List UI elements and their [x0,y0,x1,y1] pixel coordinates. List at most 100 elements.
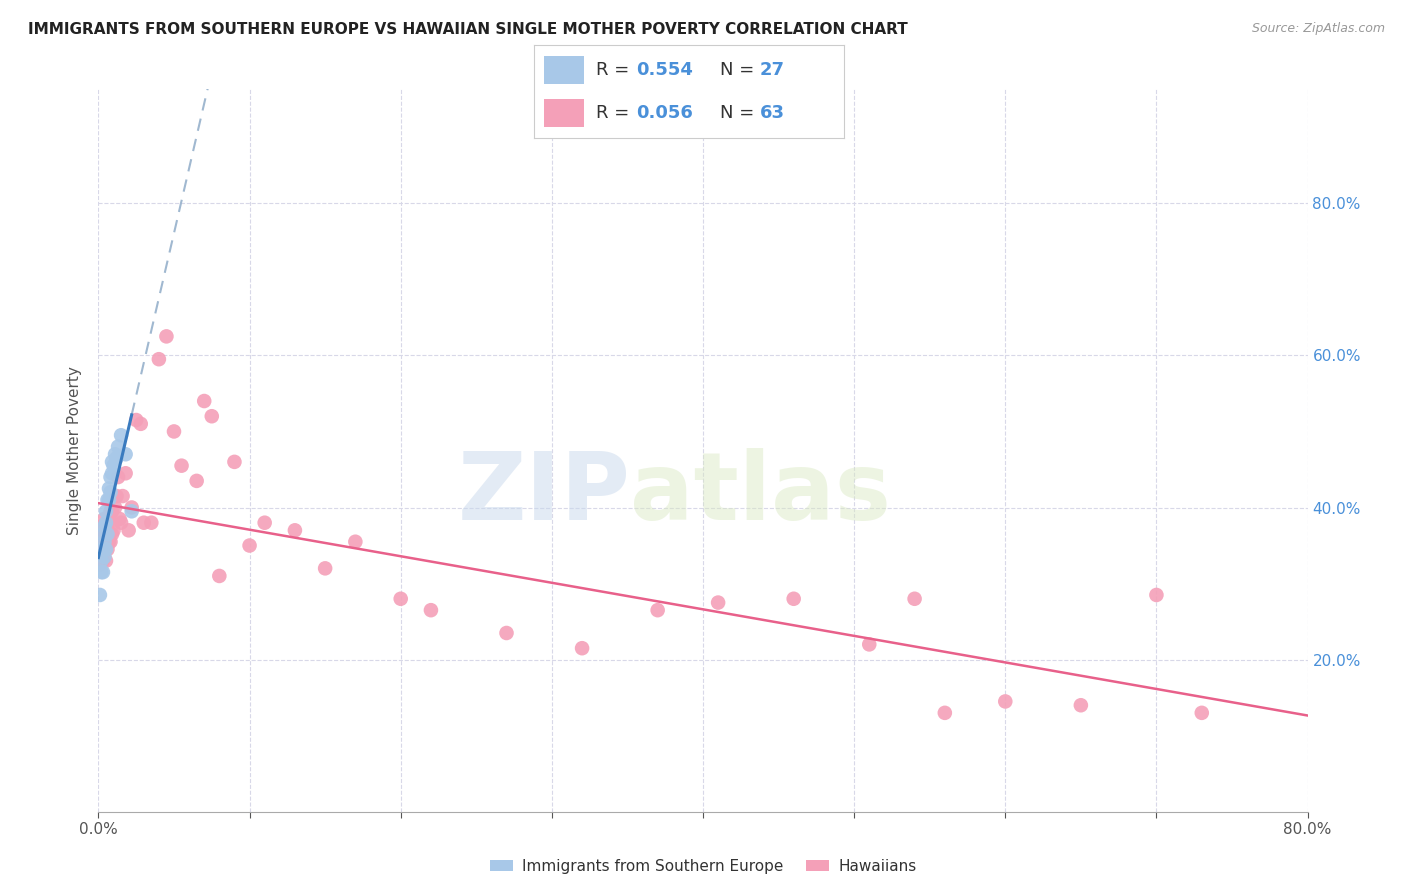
Point [103,524,125,538]
Point [100,485,122,500]
Point [90,565,112,579]
Point [1191,706,1213,720]
Point [89,542,111,557]
Point [647,603,669,617]
Point [314,561,336,575]
Text: 63: 63 [761,104,785,122]
Point [253,516,276,530]
Point [111,489,134,503]
FancyBboxPatch shape [544,99,583,127]
Point [101,504,124,518]
Point [96,492,118,507]
Point [94,504,117,518]
Point [93,519,115,533]
Point [495,626,517,640]
Text: IMMIGRANTS FROM SOUTHERN EUROPE VS HAWAIIAN SINGLE MOTHER POVERTY CORRELATION CH: IMMIGRANTS FROM SOUTHERN EUROPE VS HAWAI… [28,22,908,37]
Point [104,500,127,515]
Point [994,694,1017,708]
Point [91,542,114,557]
Point [163,425,186,439]
Point [904,591,927,606]
Text: N =: N = [720,104,759,122]
Point [107,440,129,454]
Point [98,512,121,526]
Point [1144,588,1167,602]
Point [93,512,115,526]
Point [94,542,117,557]
Point [90,554,112,568]
Point [90,519,112,533]
Point [90,531,112,545]
Point [141,516,163,530]
Text: 0.554: 0.554 [637,61,693,78]
Point [100,470,122,484]
Point [101,527,124,541]
Point [96,527,118,541]
Point [98,534,121,549]
Point [420,603,443,617]
Point [224,455,246,469]
Y-axis label: Single Mother Poverty: Single Mother Poverty [67,366,83,535]
Point [94,554,117,568]
Point [100,534,122,549]
Point [89,588,111,602]
Point [707,596,730,610]
Point [239,539,262,553]
Point [121,504,143,518]
Point [93,534,115,549]
Point [93,524,115,538]
Point [110,516,132,530]
Point [98,492,121,507]
Point [170,458,193,473]
Point [148,352,170,367]
Point [783,591,806,606]
Point [105,451,128,466]
Point [98,482,121,496]
Point [91,542,114,557]
Point [100,504,122,518]
Point [114,447,136,461]
Point [186,474,208,488]
Point [571,641,593,656]
Point [91,554,114,568]
Point [155,329,177,343]
Point [105,489,128,503]
Point [858,637,880,651]
Point [934,706,956,720]
FancyBboxPatch shape [544,56,583,84]
Point [132,516,155,530]
Text: 27: 27 [761,61,785,78]
Text: 0.056: 0.056 [637,104,693,122]
Text: atlas: atlas [630,448,891,540]
Point [93,534,115,549]
Text: R =: R = [596,61,636,78]
Point [91,527,114,541]
Point [129,417,152,431]
Point [93,549,115,564]
Point [284,524,307,538]
Point [1070,698,1092,713]
Point [121,500,143,515]
Legend: Immigrants from Southern Europe, Hawaiians: Immigrants from Southern Europe, Hawaiia… [484,853,922,880]
Text: N =: N = [720,61,759,78]
Point [94,527,117,541]
Point [193,394,215,409]
Text: R =: R = [596,104,636,122]
Point [118,524,141,538]
Point [101,467,124,481]
Point [344,534,367,549]
Point [96,542,118,557]
Point [110,428,132,442]
Point [91,524,114,538]
Point [89,558,111,572]
Text: ZIP: ZIP [457,448,630,540]
Point [94,516,117,530]
Point [201,409,224,424]
Point [125,413,148,427]
Point [114,467,136,481]
Text: Source: ZipAtlas.com: Source: ZipAtlas.com [1251,22,1385,36]
Point [96,519,118,533]
Point [107,470,129,484]
Point [103,458,125,473]
Point [101,455,124,469]
